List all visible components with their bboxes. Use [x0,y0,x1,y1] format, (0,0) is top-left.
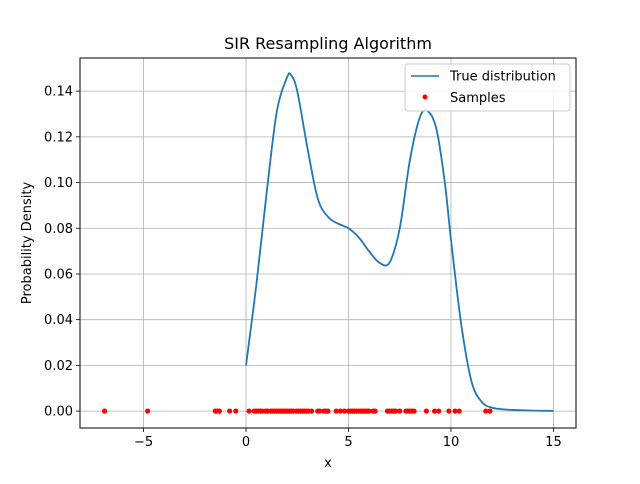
sample-point [309,408,315,414]
point-layer [101,408,493,414]
chart-title: SIR Resampling Algorithm [224,34,432,53]
sample-point [317,408,323,414]
plot-frame [79,57,577,429]
sample-point [372,408,378,414]
y-axis-label: Probability Density [20,182,35,305]
sample-point [333,408,339,414]
x-tick-label: 0 [242,435,250,450]
sample-point [436,408,442,414]
x-axis-label: x [324,456,332,471]
sample-point [423,408,429,414]
legend-label-true-distribution: True distribution [449,70,556,85]
y-tick-label: 0.10 [44,176,73,191]
sample-point [393,408,399,414]
y-tick-label: 0.02 [44,359,73,374]
x-tick-label: 5 [344,435,352,450]
x-tick-label: 15 [545,435,562,450]
line-layer [245,72,554,412]
sample-point [145,408,151,414]
legend-box [404,63,571,112]
y-tick-label: 0.12 [44,130,73,145]
true-distribution-line [245,72,554,412]
legend: True distribution Samples [404,63,571,112]
sample-point [456,408,462,414]
x-tick-label: 10 [443,435,460,450]
legend-marker-samples [422,94,428,100]
legend-label-samples: Samples [450,91,506,106]
y-tick-label: 0.04 [44,313,73,328]
x-tick-label: −5 [134,435,153,450]
sample-point [246,408,252,414]
plot-area-background [80,58,576,428]
sample-point [325,408,331,414]
tick-layer: −5 0 5 10 15 0.00 0.02 0.04 0.06 0.08 0.10 0.12 0.14 [44,85,562,450]
sample-point [216,408,222,414]
sample-point [366,408,372,414]
grid-layer [80,58,576,428]
sample-point [431,408,438,414]
y-tick-label: 0.00 [44,405,73,420]
sample-point [411,408,417,414]
sample-point [337,408,343,414]
sample-point [233,408,239,414]
y-tick-label: 0.14 [44,85,73,100]
sample-point [452,408,458,414]
sample-point [446,408,452,414]
sample-point [227,408,233,414]
sample-point [341,408,347,414]
sample-point [483,408,489,414]
sample-point [101,408,108,414]
y-tick-label: 0.08 [44,222,73,237]
sample-point [487,408,493,414]
y-tick-label: 0.06 [44,267,73,282]
sample-point [397,408,403,414]
